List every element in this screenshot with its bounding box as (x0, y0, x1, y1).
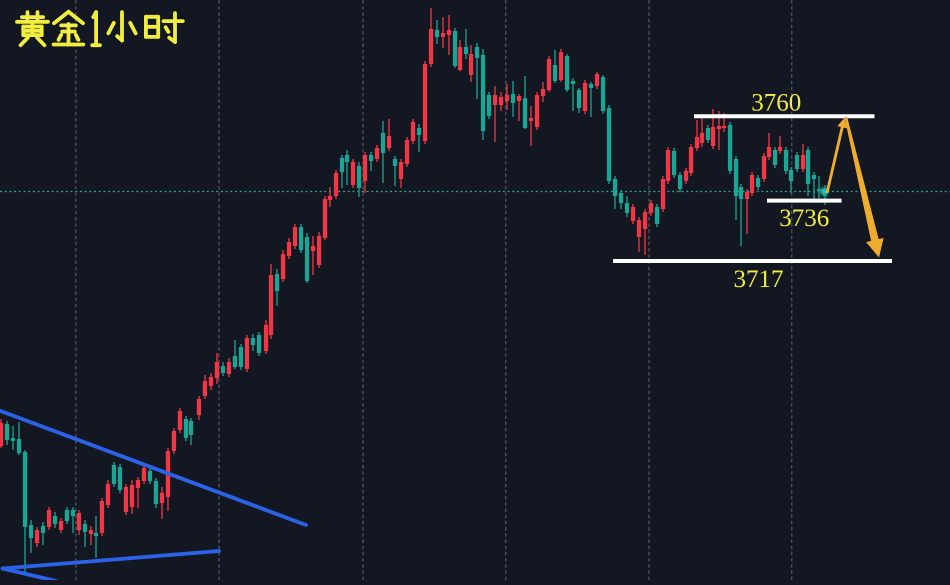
svg-text:3717: 3717 (734, 266, 784, 293)
svg-text:3736: 3736 (779, 205, 829, 232)
svg-text:3760: 3760 (751, 90, 801, 117)
